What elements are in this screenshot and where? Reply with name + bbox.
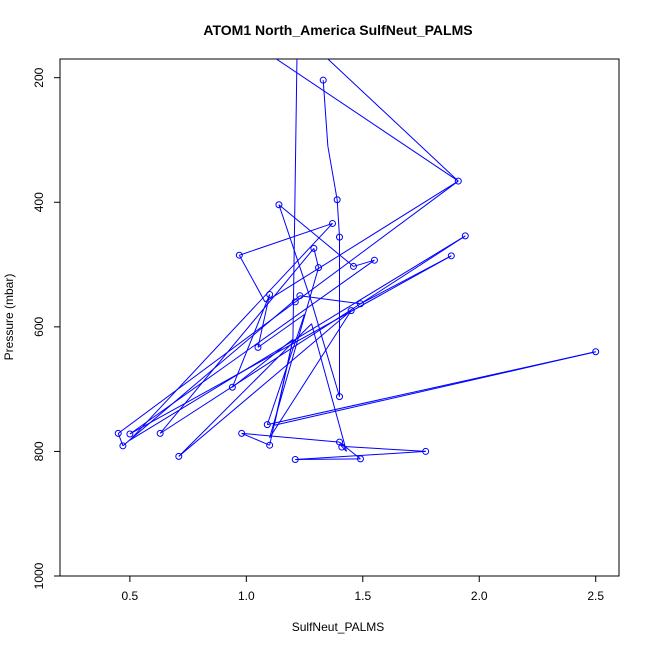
data-point	[336, 233, 343, 241]
data-point	[422, 447, 430, 455]
x-tick-label: 0.5	[122, 589, 139, 603]
series-segment	[257, 313, 305, 348]
y-axis: 200 400 600 800 1000	[32, 67, 60, 589]
series-segment	[238, 254, 266, 303]
data-point	[266, 290, 274, 298]
data-point	[156, 429, 164, 437]
x-tick-label: 2.5	[587, 589, 604, 603]
data-point	[175, 452, 183, 460]
y-tick-label: 1000	[32, 562, 46, 589]
y-tick-label: 400	[32, 192, 46, 212]
data-point	[228, 383, 236, 391]
series-line-group	[117, 59, 596, 461]
series-segment	[269, 310, 352, 438]
data-point	[356, 455, 364, 463]
y-tick-label: 600	[32, 317, 46, 337]
series-segment	[241, 432, 340, 443]
data-point	[336, 393, 343, 401]
series-segment	[241, 432, 270, 446]
data-point	[454, 177, 462, 185]
x-axis: 0.5 1.0 1.5 2.0 2.5	[122, 576, 604, 603]
y-tick-label: 800	[32, 441, 46, 461]
x-axis-label: SulfNeut_PALMS	[292, 620, 385, 634]
data-point	[310, 244, 318, 252]
data-point	[333, 196, 341, 204]
y-tick-label: 200	[32, 67, 46, 87]
series-segment	[178, 310, 352, 457]
series-segment	[257, 294, 271, 348]
series-segment	[159, 235, 466, 434]
data-point	[356, 300, 364, 308]
data-point	[296, 292, 304, 300]
series-segment	[273, 339, 294, 426]
data-point	[266, 441, 274, 449]
data-point	[338, 443, 346, 451]
x-tick-label: 1.0	[238, 589, 255, 603]
series-segment	[311, 301, 340, 397]
data-point	[238, 429, 246, 437]
series-segment	[292, 59, 298, 340]
series-marker-group	[114, 76, 600, 464]
series-segment	[339, 441, 361, 460]
series-segment	[275, 59, 459, 182]
data-point	[349, 262, 357, 270]
series-segment	[327, 146, 338, 200]
series-segment	[129, 223, 333, 441]
series-segment	[295, 458, 361, 461]
series-segment	[274, 351, 596, 426]
data-point	[275, 201, 283, 209]
series-segment	[231, 294, 271, 388]
data-point	[319, 76, 327, 84]
x-tick-label: 2.0	[471, 589, 488, 603]
plot-frame	[59, 58, 620, 577]
series-segment	[232, 338, 294, 388]
series-segment	[353, 259, 375, 267]
series-segment	[278, 204, 354, 267]
data-point	[254, 343, 262, 351]
data-point	[347, 307, 355, 315]
data-point	[263, 421, 271, 429]
data-point	[119, 442, 127, 450]
data-point	[329, 219, 337, 227]
data-point	[461, 232, 469, 240]
series-segment	[327, 59, 459, 182]
series-segment	[129, 259, 375, 435]
data-point	[291, 298, 299, 306]
x-tick-label: 1.5	[354, 589, 371, 603]
series-segment	[159, 248, 315, 434]
series-segment	[117, 180, 459, 434]
series-segment	[178, 323, 312, 457]
series-segment	[360, 255, 452, 305]
data-point	[370, 256, 378, 264]
series-segment	[322, 80, 329, 147]
y-axis-label: Pressure (mbar)	[2, 274, 16, 361]
chart-title: ATOM1 North_America SulfNeut_PALMS	[203, 22, 472, 38]
data-point	[114, 429, 122, 437]
data-point	[126, 430, 134, 438]
data-point	[315, 264, 323, 272]
series-segment	[264, 180, 459, 303]
data-point	[235, 251, 243, 259]
series-segment	[239, 222, 333, 256]
series-segment	[278, 204, 313, 303]
data-point	[592, 348, 600, 356]
series-segment	[117, 433, 124, 446]
data-point	[447, 252, 455, 260]
series-segment	[311, 323, 347, 452]
series-segment	[344, 445, 426, 452]
data-point	[291, 456, 299, 464]
series-segment	[336, 199, 340, 238]
